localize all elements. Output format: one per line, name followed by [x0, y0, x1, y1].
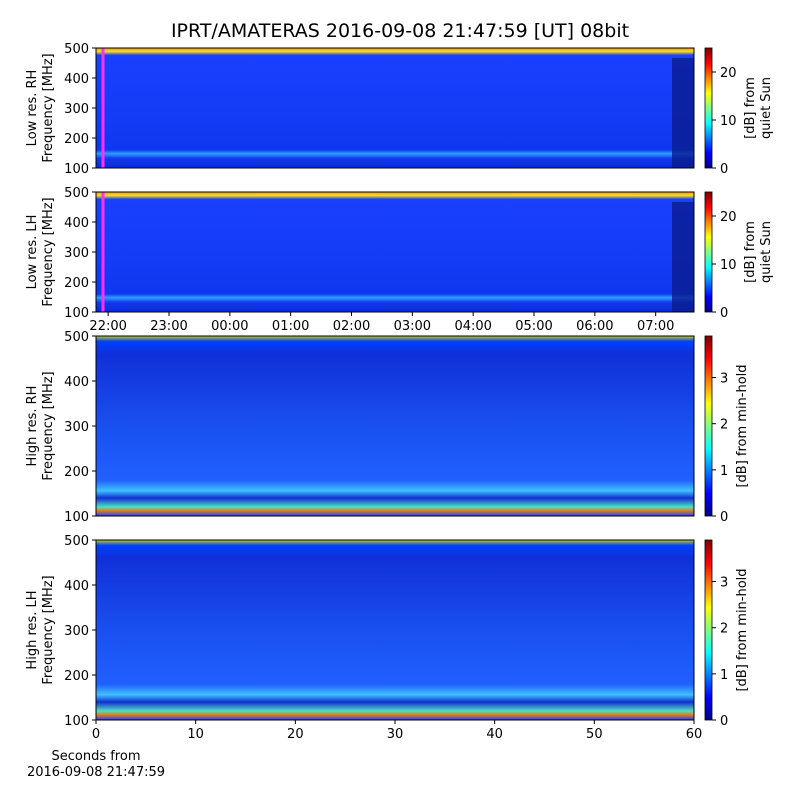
colorbar-tick-label: 10: [720, 114, 737, 129]
y-axis-label-line: Frequency [MHz]: [41, 197, 56, 306]
colorbar-label: [dB] from min-hold: [735, 364, 750, 487]
y-axis-label-line: Low res. LH: [25, 215, 40, 290]
y-axis-label-line: Frequency [MHz]: [41, 53, 56, 162]
colorbar-tick-label: 0: [720, 306, 728, 321]
x-tick-label: 05:00: [515, 319, 552, 334]
x-tick-label: 01:00: [272, 319, 309, 334]
colorbar-tick-label: 10: [720, 258, 737, 273]
x-tick-label: 00:00: [211, 319, 248, 334]
y-axis-label: Low res. LHFrequency [MHz]: [25, 197, 56, 306]
y-axis-label-line: High res. RH: [25, 386, 40, 467]
colorbar-label-line: [dB] from: [743, 221, 758, 283]
x-tick-label: 10: [187, 727, 204, 742]
y-tick-label: 200: [64, 465, 89, 480]
colorbar-tick-label: 2: [720, 418, 728, 433]
y-axis-label: Low res. RHFrequency [MHz]: [25, 53, 56, 162]
x-tick-label: 03:00: [394, 319, 431, 334]
colorbar: [704, 191, 713, 313]
colorbar-tick-label: 2: [720, 622, 728, 637]
colorbar-tick-label: 3: [720, 372, 728, 387]
colorbar-label-line: [dB] from min-hold: [735, 364, 750, 487]
y-axis-label: High res. LHFrequency [MHz]: [25, 575, 56, 684]
colorbar-label-line: quiet Sun: [759, 221, 774, 283]
colorbar-label: [dB] from min-hold: [735, 568, 750, 691]
colorbar-label-line: quiet Sun: [759, 77, 774, 139]
y-tick-label: 100: [64, 714, 89, 729]
y-tick-label: 300: [64, 624, 89, 639]
colorbar-tick-label: 1: [720, 464, 728, 479]
y-tick-label: 300: [64, 420, 89, 435]
y-tick-label: 400: [64, 72, 89, 87]
y-tick-label: 300: [64, 102, 89, 117]
y-tick-label: 500: [64, 186, 89, 201]
x-tick-label: 07:00: [637, 319, 674, 334]
x-tick-label: 22:00: [89, 319, 126, 334]
x-tick-label: 0: [92, 727, 100, 742]
colorbar-tick-label: 0: [720, 510, 728, 525]
y-axis-label-line: Frequency [MHz]: [41, 575, 56, 684]
figure-title: IPRT/AMATERAS 2016-09-08 21:47:59 [UT] 0…: [171, 20, 629, 42]
x-tick-label: 20: [287, 727, 304, 742]
y-axis-label-line: Low res. RH: [25, 70, 40, 147]
colorbar-tick-label: 0: [720, 714, 728, 729]
spectrogram-edge: [672, 202, 694, 312]
x-tick-label: 50: [586, 727, 603, 742]
x-tick-label: 02:00: [333, 319, 370, 334]
y-tick-label: 400: [64, 216, 89, 231]
colorbar-label: [dB] fromquiet Sun: [743, 77, 774, 139]
colorbar: [704, 47, 713, 169]
spectrogram: [96, 192, 694, 312]
y-tick-label: 200: [64, 132, 89, 147]
x-tick-label: 04:00: [454, 319, 491, 334]
y-axis-label-line: High res. LH: [25, 590, 40, 669]
colorbar: [704, 539, 713, 721]
colorbar-label-line: [dB] from min-hold: [735, 568, 750, 691]
y-tick-label: 100: [64, 162, 89, 177]
x-axis-label: Seconds from 2016-09-08 21:47:59: [27, 749, 165, 780]
y-axis-label: High res. RHFrequency [MHz]: [25, 371, 56, 480]
y-tick-label: 200: [64, 276, 89, 291]
spectrogram: [96, 336, 694, 516]
colorbar-tick-label: 20: [720, 66, 737, 81]
y-axis-label-line: Frequency [MHz]: [41, 371, 56, 480]
x-tick-label: 60: [686, 727, 703, 742]
x-axis-label-line: 2016-09-08 21:47:59: [27, 765, 165, 780]
colorbar-tick-label: 1: [720, 668, 728, 683]
colorbar: [704, 335, 713, 517]
x-tick-label: 06:00: [576, 319, 613, 334]
x-axis-label-line: Seconds from: [51, 749, 140, 764]
x-tick-label: 30: [387, 727, 404, 742]
x-tick-label: 40: [486, 727, 503, 742]
y-tick-label: 500: [64, 534, 89, 549]
y-tick-label: 400: [64, 375, 89, 390]
y-tick-label: 100: [64, 306, 89, 321]
colorbar-label: [dB] fromquiet Sun: [743, 221, 774, 283]
y-tick-label: 500: [64, 42, 89, 57]
colorbar-label-line: [dB] from: [743, 77, 758, 139]
spectrogram: [96, 48, 694, 168]
spectrogram-edge: [672, 58, 694, 168]
colorbar-tick-label: 0: [720, 162, 728, 177]
x-tick-label: 23:00: [150, 319, 187, 334]
colorbar-tick-label: 20: [720, 210, 737, 225]
y-tick-label: 400: [64, 579, 89, 594]
spectrogram: [96, 540, 694, 720]
y-tick-label: 500: [64, 330, 89, 345]
colorbar-tick-label: 3: [720, 576, 728, 591]
y-tick-label: 200: [64, 669, 89, 684]
y-tick-label: 100: [64, 510, 89, 525]
y-tick-label: 300: [64, 246, 89, 261]
